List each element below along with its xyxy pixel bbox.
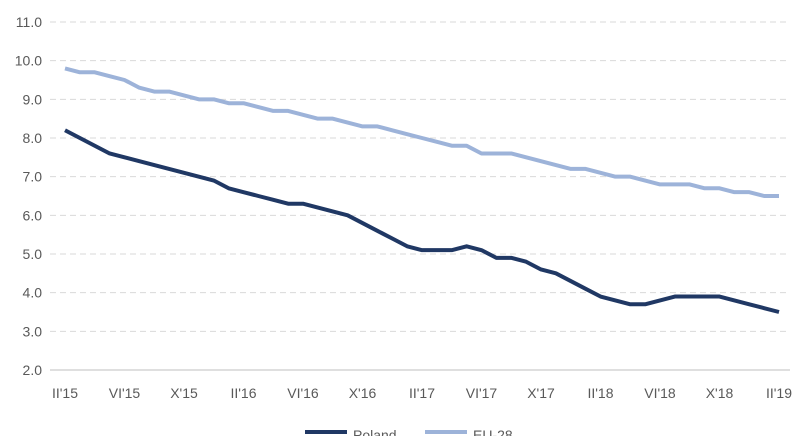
x-tick-label: II'17 (409, 385, 435, 401)
legend-label: Poland (353, 427, 397, 436)
y-tick-label: 11.0 (16, 14, 42, 30)
legend-label: EU-28 (473, 427, 513, 436)
y-tick-label: 5.0 (23, 246, 43, 262)
x-tick-label: VI'15 (109, 385, 141, 401)
y-tick-label: 6.0 (23, 207, 43, 223)
y-tick-label: 9.0 (23, 91, 43, 107)
x-tick-label: X'18 (706, 385, 734, 401)
x-tick-label: VI'17 (466, 385, 498, 401)
series-line (64, 66, 779, 198)
x-tick-label: II'16 (230, 385, 256, 401)
y-tick-label: 4.0 (23, 285, 43, 301)
x-tick-label: X'16 (349, 385, 377, 401)
x-tick-label: X'15 (170, 385, 198, 401)
x-tick-label: VI'18 (644, 385, 676, 401)
y-tick-label: 7.0 (23, 169, 43, 185)
x-tick-label: II'19 (766, 385, 792, 401)
x-tick-label: X'17 (527, 385, 555, 401)
x-tick-label: II'18 (587, 385, 613, 401)
y-tick-label: 8.0 (23, 130, 43, 146)
y-tick-label: 10.0 (15, 53, 42, 69)
x-tick-label: II'15 (52, 385, 78, 401)
y-tick-label: 2.0 (23, 362, 43, 378)
series-line (64, 128, 780, 314)
y-tick-label: 3.0 (23, 323, 43, 339)
x-tick-label: VI'16 (287, 385, 319, 401)
